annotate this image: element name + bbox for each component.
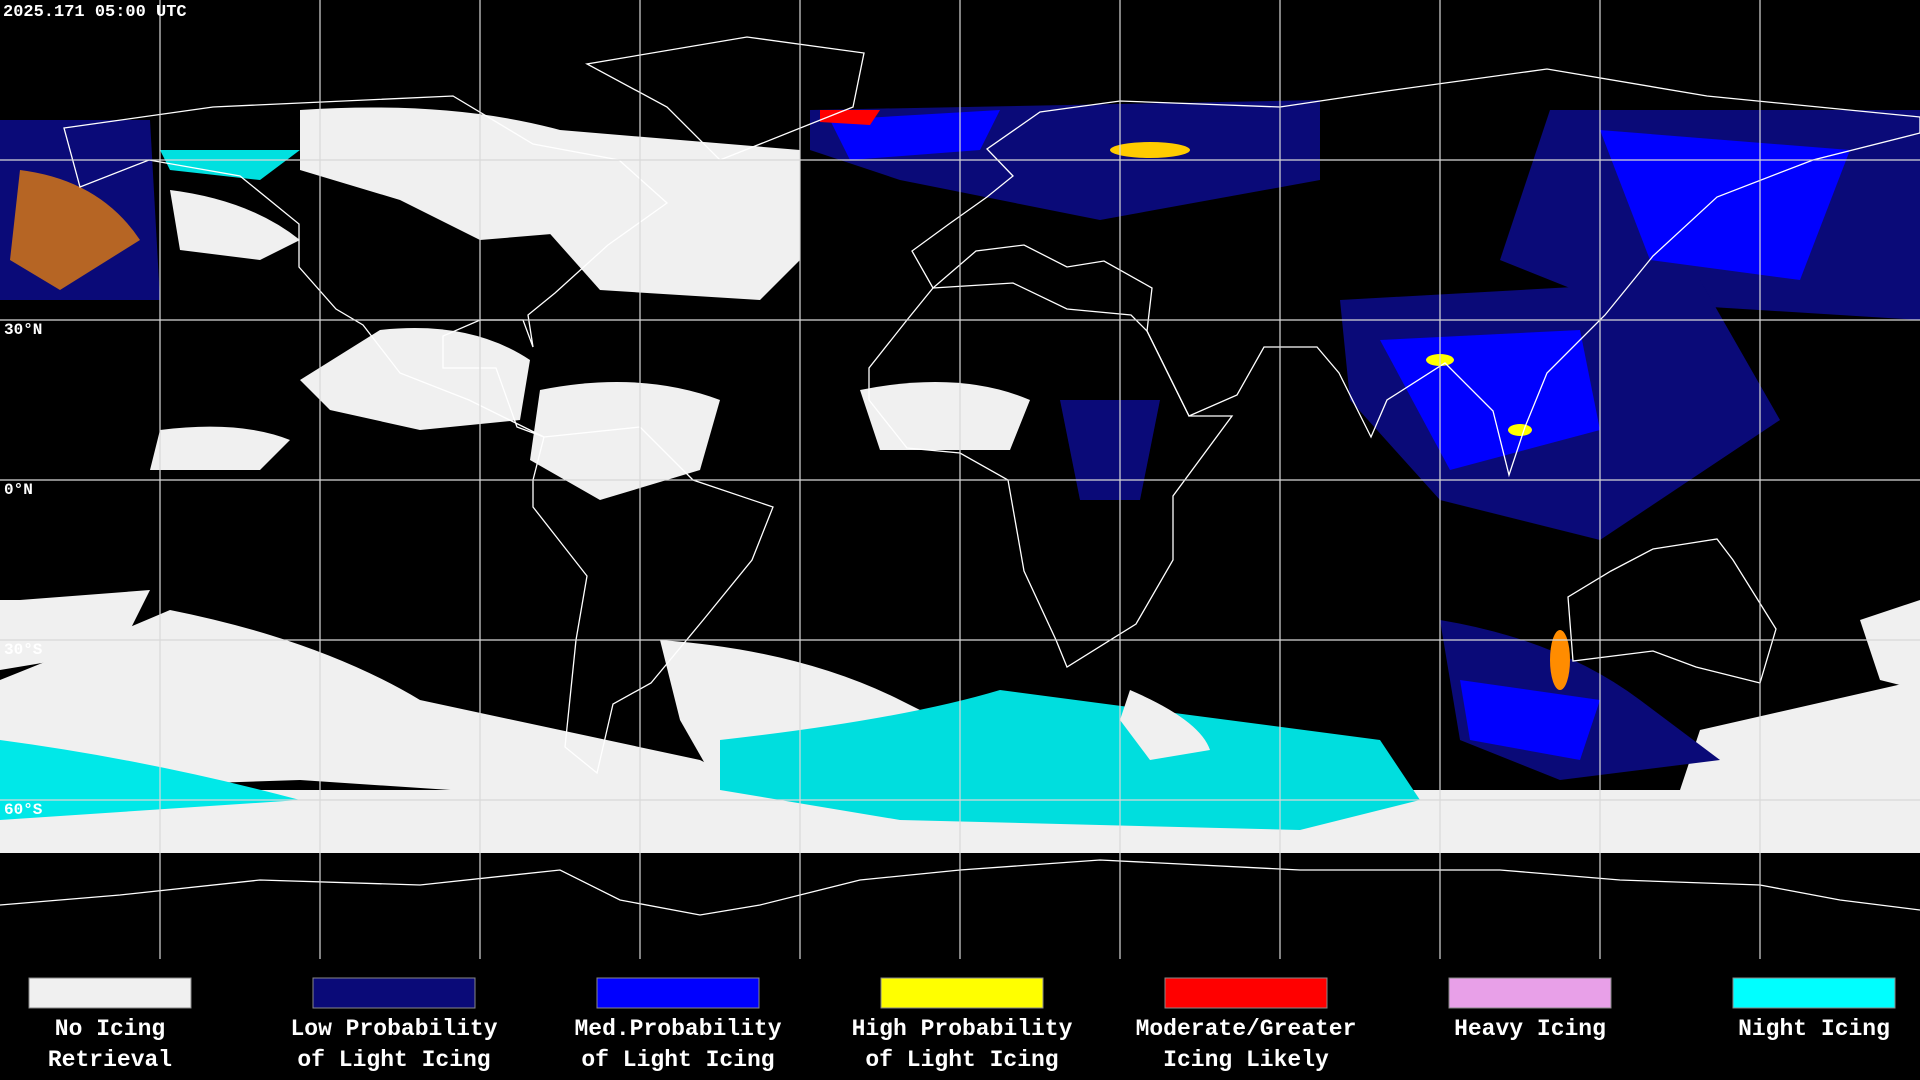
cloud-white [1680,680,1920,800]
coastline [868,282,1234,668]
legend: No Icing Retrieval Low Probability of Light… [28,977,1896,1073]
cloud-white [150,426,290,470]
cloud-cyan [160,150,300,180]
latitude-label: 30°S [4,641,43,659]
coastline [585,36,865,161]
legend-label: Night Icing [1738,1016,1890,1042]
legend-swatch [880,977,1044,1009]
latitude-label: 0°N [4,481,33,499]
cloud-white [1120,690,1210,760]
cloud-white [1860,600,1920,690]
graticule [0,0,1920,959]
legend-swatch [1448,977,1612,1009]
grid-line [0,0,1920,959]
cloud-white [530,382,720,500]
coastlines [0,36,1920,916]
cloud-white [520,197,800,300]
legend-swatch [312,977,476,1009]
cloud-white [860,382,1030,450]
latitude-labels: 30°N 0°N 30°S 60°S [4,321,43,819]
icing-low [1060,400,1160,500]
legend-label: High Probability [852,1016,1073,1042]
icing-high [1508,424,1532,436]
legend-label: Retrieval [48,1047,172,1073]
legend-label: Icing Likely [1163,1047,1329,1073]
coastline [532,426,774,775]
latitude-label: 60°S [4,801,43,819]
cloud-white [170,190,300,260]
icing-high [10,170,140,290]
legend-label: Med.Probability [574,1016,781,1042]
icing-med [1460,680,1600,760]
legend-swatch [596,977,760,1009]
legend-label: of Light Icing [297,1047,490,1073]
icing-high [1110,142,1190,158]
legend-label: Low Probability [290,1016,497,1042]
coastline [1567,538,1777,684]
legend-label: No Icing [55,1016,165,1042]
legend-label: Heavy Icing [1454,1016,1606,1042]
coastline [911,68,1920,478]
icing-high [1550,630,1570,690]
cloud-cyan [720,690,1420,830]
legend-label: of Light Icing [865,1047,1058,1073]
legend-swatch [1164,977,1328,1009]
legend-label: of Light Icing [581,1047,774,1073]
coastline [63,95,669,438]
latitude-label: 30°N [4,321,42,339]
legend-label: Moderate/Greater [1136,1016,1357,1042]
icing-med [830,110,1000,160]
cloud-white [0,610,760,800]
timestamp: 2025.171 05:00 UTC [3,3,187,22]
coastline [0,859,1920,916]
legend-swatch [1732,977,1896,1009]
cloud-white [0,590,150,670]
legend-swatch [28,977,192,1009]
icing-med [1600,130,1850,280]
